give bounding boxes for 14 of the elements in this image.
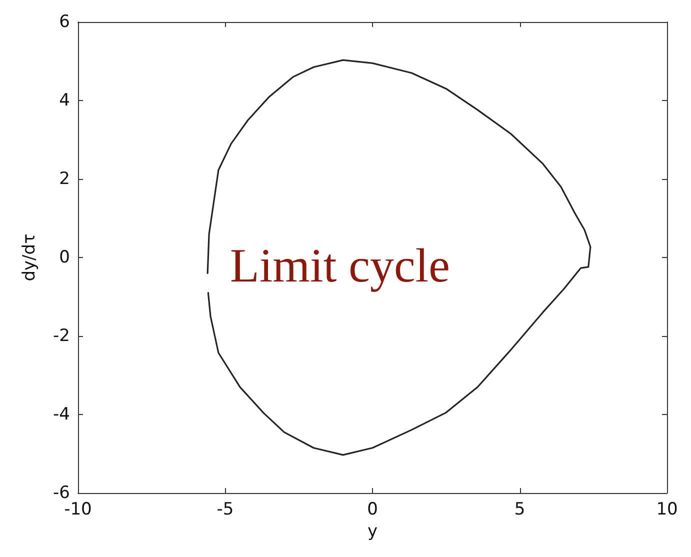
y-tick-label: -4 — [53, 404, 70, 424]
y-tick-label: 6 — [59, 12, 70, 32]
y-tick-label: 4 — [59, 90, 70, 110]
x-tick-label: 0 — [367, 500, 378, 520]
x-tick-label: 5 — [514, 500, 526, 520]
x-axis-title: y — [367, 521, 378, 542]
x-tick-label: -5 — [216, 500, 234, 520]
annotation: Limit cycle — [230, 240, 450, 292]
x-tick-label: 10 — [656, 500, 678, 520]
y-tick-label: 0 — [59, 248, 70, 268]
y-tick-label: -2 — [53, 326, 70, 346]
line-series — [206, 59, 592, 456]
y-tick-label: 2 — [59, 169, 70, 189]
y-axis-title: dy/dτ — [20, 234, 40, 282]
